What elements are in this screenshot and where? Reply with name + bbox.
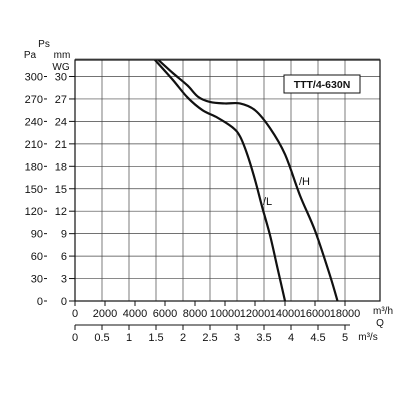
y-tick-label-pa: 210 [25, 139, 43, 151]
y-tick-label-pa: 60 [31, 251, 43, 263]
y-ticks-pa: 0 30 60 90 120 150 180 210 240 270 300 [25, 72, 47, 308]
series-line-h [156, 60, 339, 301]
x-tick-label-m3s: 5 [342, 332, 348, 344]
x-tick-label-m3s: 1.5 [148, 332, 163, 344]
x-unit-m3s: m³/s [358, 332, 377, 343]
y-tick-label-pa: 300 [25, 72, 43, 84]
y-tick-label-pa: 180 [25, 161, 43, 173]
x-tick-label-m3s: 1 [126, 332, 132, 344]
x-ticks-m3h: 0 2000 4000 6000 8000 10000 12000 14000 16000 180… [72, 301, 360, 320]
x-tick-label-m3s: 4 [288, 332, 294, 344]
y-tick-label-pa: 150 [25, 184, 43, 196]
x-tick-label-m3s: 2.5 [202, 332, 217, 344]
x-tick-label-m3h: 4000 [123, 308, 147, 320]
y-tick-label-pa: 120 [25, 206, 43, 218]
x-tick-label-m3s: 0 [72, 332, 78, 344]
x-tick-label-m3s: 3 [234, 332, 240, 344]
x-tick-label-m3h: 14000 [270, 308, 301, 320]
model-label-box [283, 74, 361, 94]
y-tick-label-wg: 27 [55, 94, 67, 106]
y-unit-pa: Pa [24, 50, 37, 61]
y-tick-label-pa: 90 [31, 229, 43, 241]
x-tick-label-m3s: 2 [180, 332, 186, 344]
y-tick-label-pa: 270 [25, 94, 43, 106]
x-tick-label-m3s: 4.5 [310, 332, 325, 344]
y-tick-label-wg: 12 [55, 206, 67, 218]
y-tick-label-wg: 9 [61, 229, 67, 241]
y-unit-wg: WG [52, 62, 69, 73]
y-tick-label-wg: 0 [61, 296, 67, 308]
x-tick-label-m3h: 8000 [183, 308, 207, 320]
x-unit-q: Q [376, 318, 384, 329]
x-tick-label-m3h: 2000 [93, 308, 117, 320]
x-tick-label-m3h: 18000 [330, 308, 361, 320]
x-tick-label-m3s: 3.5 [256, 332, 271, 344]
y-unit-ps: Ps [38, 39, 50, 50]
y-tick-label-wg: 15 [55, 184, 67, 196]
y-tick-label-wg: 18 [55, 161, 67, 173]
x-tick-label-m3h: 16000 [300, 308, 331, 320]
y-tick-label-wg: 6 [61, 251, 67, 263]
y-tick-label-wg: 30 [55, 72, 67, 84]
grid [75, 58, 380, 301]
series-label-l: /L [263, 196, 272, 208]
x-ticks-m3s: 0 0.5 1 1.5 2 2.5 3 3.5 4 4.5 5 [72, 324, 350, 344]
x-tick-label-m3h: 10000 [210, 308, 241, 320]
y-tick-label-wg: 3 [61, 274, 67, 286]
x-tick-label-m3h: 12000 [240, 308, 271, 320]
y-ticks-wg: 0 3 6 9 12 15 18 21 24 27 30 [55, 72, 75, 308]
y-tick-label-wg: 24 [55, 116, 67, 128]
model-label: TTT/4-630N [294, 79, 351, 91]
y-tick-label-pa: 30 [31, 274, 43, 286]
x-tick-label-m3h: 0 [72, 308, 78, 320]
y-tick-label-wg: 21 [55, 139, 67, 151]
series-label-h: /H [299, 176, 310, 188]
y-tick-label-pa: 240 [25, 116, 43, 128]
x-tick-label-m3s: 0.5 [94, 332, 109, 344]
plot-frame [74, 59, 381, 302]
x-unit-m3h: m³/h [373, 306, 393, 317]
series-line-l [153, 60, 287, 301]
x-tick-label-m3h: 6000 [153, 308, 177, 320]
y-unit-mm: mm [54, 50, 71, 61]
y-tick-label-pa: 0 [37, 296, 43, 308]
